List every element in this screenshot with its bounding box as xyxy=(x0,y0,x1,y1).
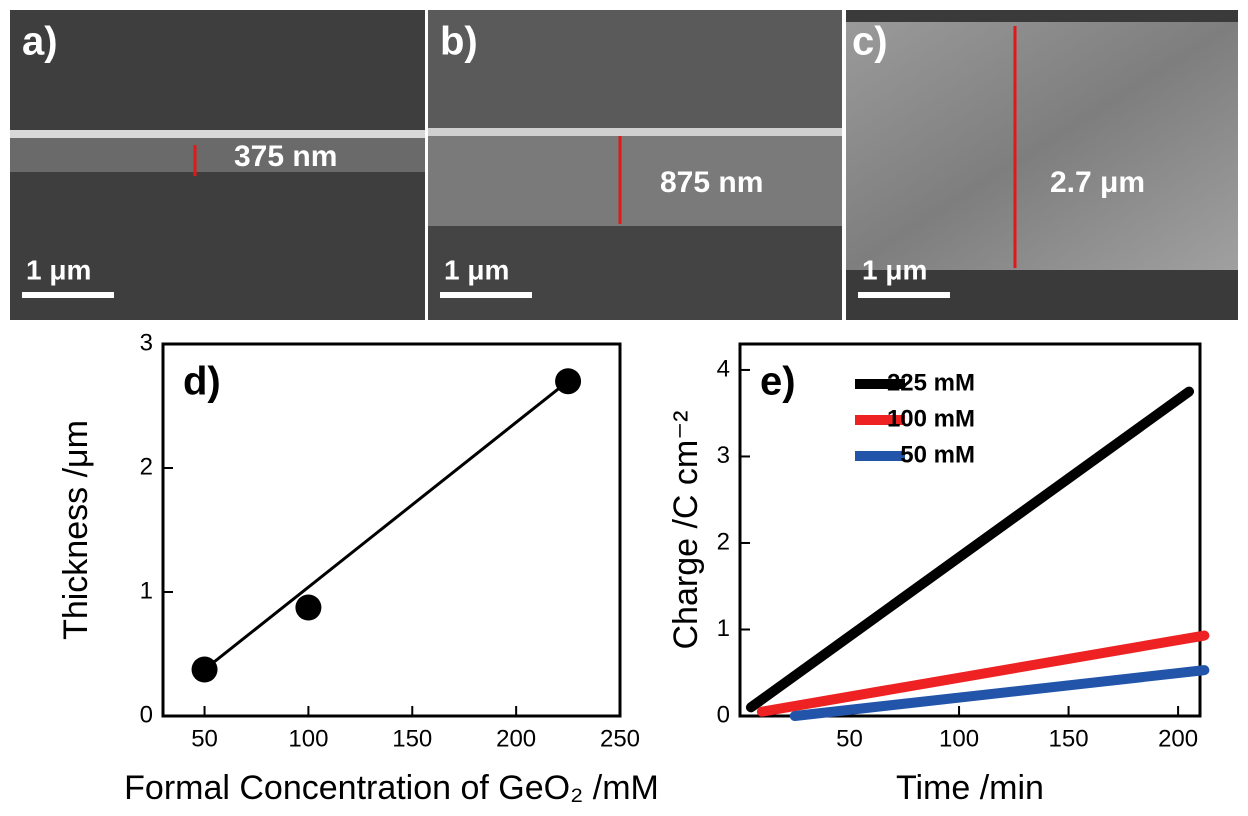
measurement: 875 nm xyxy=(660,166,763,199)
panel-label: b) xyxy=(440,20,478,64)
y-tick-label: 1 xyxy=(717,615,730,642)
trend-line xyxy=(203,380,570,671)
x-tick-label: 50 xyxy=(191,725,218,752)
y-tick-label: 2 xyxy=(717,528,730,555)
y-tick-label: 2 xyxy=(140,453,153,480)
x-tick-label: 250 xyxy=(600,725,640,752)
x-tick-label: 100 xyxy=(288,725,328,752)
x-tick-label: 150 xyxy=(392,725,432,752)
legend-label: 225 mM xyxy=(887,369,975,396)
scale-bar-label: 1 μm xyxy=(444,254,509,285)
x-axis-label: Formal Concentration of GeO₂ /mM xyxy=(124,769,659,807)
series-line xyxy=(756,630,1210,717)
series-line xyxy=(789,665,1210,721)
x-tick-label: 100 xyxy=(939,725,979,752)
x-tick-label: 200 xyxy=(1158,725,1198,752)
data-point xyxy=(295,594,322,621)
series-line xyxy=(745,386,1195,713)
panel-label: e) xyxy=(760,360,796,404)
legend-label: 50 mM xyxy=(900,441,975,468)
x-tick-label: 150 xyxy=(1049,725,1089,752)
data-point xyxy=(191,656,218,683)
y-tick-label: 3 xyxy=(140,329,153,356)
sem-panel-a: a) 375 nm 1 μm xyxy=(10,10,425,320)
scale-bar-label: 1 μm xyxy=(862,254,927,285)
panel-label: c) xyxy=(852,20,888,64)
plot-frame xyxy=(161,342,622,718)
y-tick-label: 1 xyxy=(140,577,153,604)
y-axis-label: Thickness /μm xyxy=(57,420,95,640)
y-tick-label: 0 xyxy=(140,701,153,728)
data-point xyxy=(555,368,582,395)
y-tick-label: 3 xyxy=(717,442,730,469)
x-tick-label: 50 xyxy=(836,725,863,752)
x-axis-label: Time /min xyxy=(896,769,1044,807)
y-axis-label: Charge /C cm⁻² xyxy=(667,411,705,650)
measurement: 2.7 μm xyxy=(1050,166,1145,199)
panel-label: d) xyxy=(183,360,221,404)
sem-panel-c: c) 2.7 μm 1 μm xyxy=(846,10,1238,320)
y-tick-label: 0 xyxy=(717,701,730,728)
x-tick-label: 200 xyxy=(496,725,536,752)
y-tick-label: 4 xyxy=(717,355,730,382)
panel-label: a) xyxy=(22,20,58,64)
measurement: 375 nm xyxy=(234,140,337,173)
plot-frame xyxy=(738,342,1202,718)
scale-bar-label: 1 μm xyxy=(26,254,91,285)
sem-panel-b: b) 875 nm 1 μm xyxy=(428,10,842,320)
legend-label: 100 mM xyxy=(887,405,975,432)
